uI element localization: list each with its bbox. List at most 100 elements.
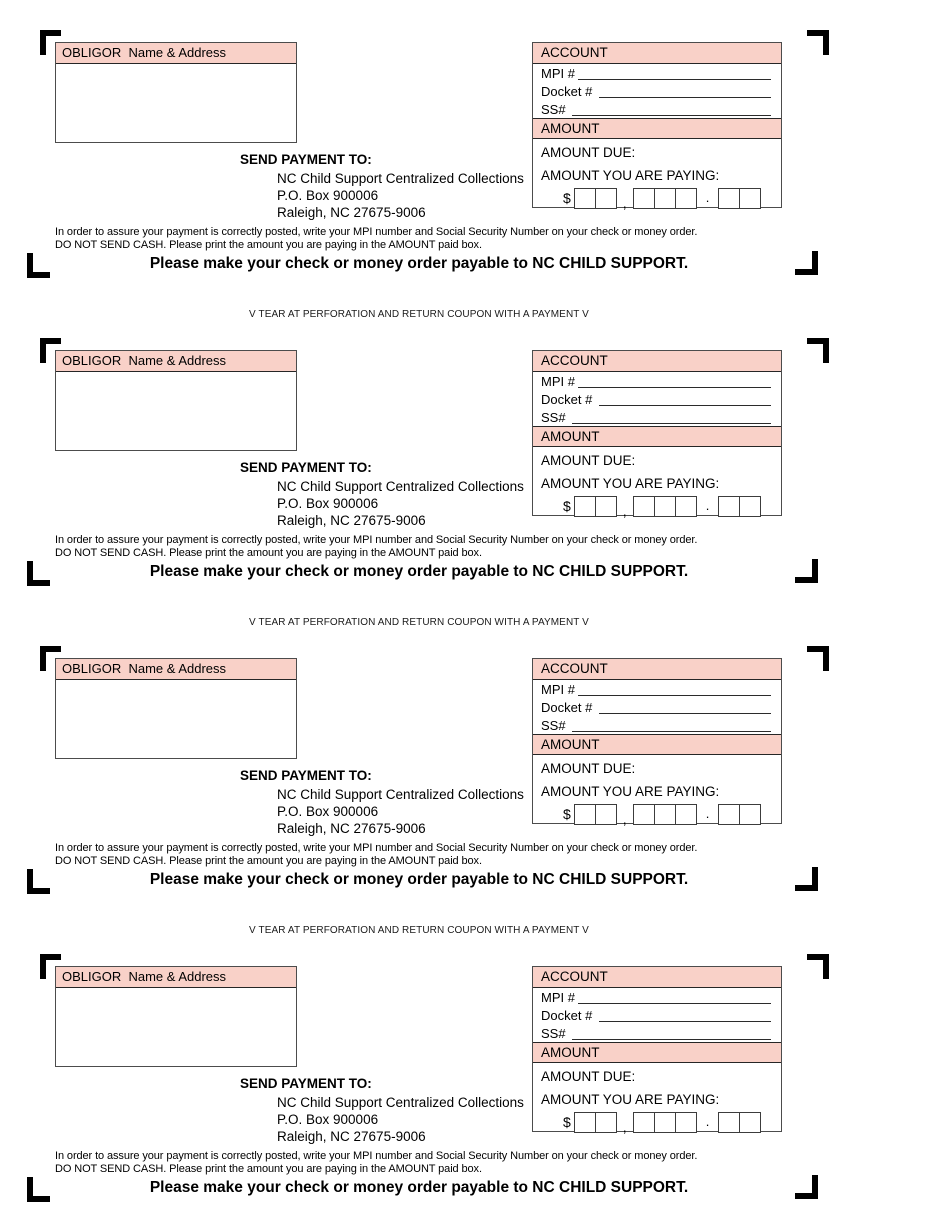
- amount-digit-cell[interactable]: [653, 1112, 676, 1133]
- ss-blank-line[interactable]: [572, 115, 771, 116]
- docket-blank-line[interactable]: [598, 713, 771, 714]
- amount-paying-label: AMOUNT YOU ARE PAYING:: [541, 476, 720, 491]
- docket-blank-line[interactable]: [598, 1021, 771, 1022]
- decimal-separator: .: [705, 806, 710, 821]
- amount-box-header: AMOUNT: [533, 1042, 781, 1063]
- amount-section: AMOUNT DUE: AMOUNT YOU ARE PAYING: $ , .: [533, 447, 781, 519]
- account-fields: MPI # Docket # SS#: [533, 64, 781, 118]
- amount-digit-cell[interactable]: [674, 188, 697, 209]
- obligor-address-entry-area[interactable]: [56, 64, 296, 143]
- amount-digit-cell[interactable]: [653, 188, 676, 209]
- payment-address: NC Child Support Centralized Collections…: [277, 786, 524, 837]
- amount-cells-cents: [718, 188, 762, 209]
- ss-blank-line[interactable]: [572, 423, 771, 424]
- payment-address-line-3: Raleigh, NC 27675-9006: [277, 513, 426, 528]
- fine-print: In order to assure your payment is corre…: [55, 226, 775, 251]
- field-row-docket: Docket #: [541, 390, 771, 408]
- field-row-ss: SS#: [541, 716, 771, 734]
- amount-digit-cell[interactable]: [718, 496, 741, 517]
- payment-address-line-1: NC Child Support Centralized Collections: [277, 787, 524, 802]
- coupon-list: OBLIGOR Name & Address ACCOUNT MPI # Doc…: [0, 30, 950, 1230]
- corner-crop-mark-top-left-icon: [40, 338, 61, 363]
- ss-label: SS#: [541, 410, 570, 425]
- amount-digit-cell[interactable]: [573, 1112, 596, 1133]
- payment-address-line-2: P.O. Box 900006: [277, 804, 379, 819]
- send-payment-heading: SEND PAYMENT TO:: [240, 152, 372, 167]
- payment-address-line-1: NC Child Support Centralized Collections: [277, 171, 524, 186]
- ss-label: SS#: [541, 102, 570, 117]
- amount-digit-cell[interactable]: [573, 804, 596, 825]
- amount-digit-cell[interactable]: [594, 188, 617, 209]
- amount-digit-cell[interactable]: [632, 1112, 655, 1133]
- field-row-docket: Docket #: [541, 1006, 771, 1024]
- amount-entry-row: $ , .: [541, 804, 775, 826]
- account-box-header: ACCOUNT: [533, 967, 781, 988]
- amount-digit-cell[interactable]: [653, 496, 676, 517]
- amount-digit-cell[interactable]: [674, 496, 697, 517]
- payment-coupon: OBLIGOR Name & Address ACCOUNT MPI # Doc…: [0, 30, 838, 338]
- amount-digit-cell[interactable]: [632, 188, 655, 209]
- corner-crop-mark-top-right-icon: [807, 646, 829, 671]
- mpi-blank-line[interactable]: [577, 79, 771, 80]
- amount-cells-units: [632, 1112, 697, 1133]
- amount-digit-cell[interactable]: [739, 496, 762, 517]
- thousands-separator: ,: [622, 503, 627, 519]
- amount-due-label: AMOUNT DUE:: [541, 453, 636, 468]
- amount-box-header: AMOUNT: [533, 118, 781, 139]
- send-payment-heading: SEND PAYMENT TO:: [240, 1076, 372, 1091]
- payment-address: NC Child Support Centralized Collections…: [277, 478, 524, 529]
- ss-blank-line[interactable]: [572, 1039, 771, 1040]
- send-payment-heading: SEND PAYMENT TO:: [240, 460, 372, 475]
- amount-digit-cell[interactable]: [674, 1112, 697, 1133]
- obligor-box-header: OBLIGOR Name & Address: [56, 659, 296, 680]
- amount-digit-cell[interactable]: [718, 804, 741, 825]
- docket-label: Docket #: [541, 84, 596, 99]
- fine-print: In order to assure your payment is corre…: [55, 842, 775, 867]
- mpi-blank-line[interactable]: [577, 387, 771, 388]
- amount-digit-cell[interactable]: [739, 188, 762, 209]
- obligor-address-entry-area[interactable]: [56, 988, 296, 1067]
- amount-digit-cell[interactable]: [718, 1112, 741, 1133]
- send-payment-block: SEND PAYMENT TO: NC Child Support Centra…: [240, 460, 524, 529]
- account-box: ACCOUNT MPI # Docket # SS# AMOUNT AMOUNT…: [532, 658, 782, 826]
- mpi-blank-line[interactable]: [577, 695, 771, 696]
- amount-digit-cell[interactable]: [573, 188, 596, 209]
- amount-digit-cell[interactable]: [739, 1112, 762, 1133]
- amount-paying-label: AMOUNT YOU ARE PAYING:: [541, 168, 720, 183]
- send-payment-heading: SEND PAYMENT TO:: [240, 768, 372, 783]
- thousands-separator: ,: [622, 195, 627, 211]
- amount-digit-cell[interactable]: [674, 804, 697, 825]
- send-payment-block: SEND PAYMENT TO: NC Child Support Centra…: [240, 768, 524, 837]
- obligor-box-header: OBLIGOR Name & Address: [56, 351, 296, 372]
- amount-section: AMOUNT DUE: AMOUNT YOU ARE PAYING: $ , .: [533, 1063, 781, 1134]
- amount-digit-cell[interactable]: [718, 188, 741, 209]
- docket-blank-line[interactable]: [598, 97, 771, 98]
- amount-digit-cell[interactable]: [739, 804, 762, 825]
- amount-digit-cell[interactable]: [653, 804, 676, 825]
- decimal-separator: .: [705, 190, 710, 205]
- amount-entry-row: $ , .: [541, 1112, 775, 1134]
- docket-blank-line[interactable]: [598, 405, 771, 406]
- ss-blank-line[interactable]: [572, 731, 771, 732]
- payment-address-line-2: P.O. Box 900006: [277, 1112, 379, 1127]
- payable-instruction: Please make your check or money order pa…: [149, 1179, 689, 1196]
- obligor-box-header: OBLIGOR Name & Address: [56, 967, 296, 988]
- corner-crop-mark-bottom-left-icon: [27, 869, 50, 894]
- mpi-blank-line[interactable]: [577, 1003, 771, 1004]
- amount-digit-cell[interactable]: [632, 804, 655, 825]
- field-row-ss: SS#: [541, 408, 771, 426]
- amount-digit-cell[interactable]: [573, 496, 596, 517]
- docket-label: Docket #: [541, 392, 596, 407]
- amount-digit-cell[interactable]: [632, 496, 655, 517]
- payable-instruction: Please make your check or money order pa…: [149, 871, 689, 888]
- amount-digit-cell[interactable]: [594, 1112, 617, 1133]
- field-row-ss: SS#: [541, 100, 771, 118]
- payment-coupon: OBLIGOR Name & Address ACCOUNT MPI # Doc…: [0, 646, 838, 954]
- amount-due-label: AMOUNT DUE:: [541, 761, 636, 776]
- obligor-address-entry-area[interactable]: [56, 372, 296, 451]
- dollar-sign: $: [563, 806, 571, 822]
- amount-digit-cell[interactable]: [594, 496, 617, 517]
- amount-entry-row: $ , .: [541, 496, 775, 519]
- amount-digit-cell[interactable]: [594, 804, 617, 825]
- obligor-address-entry-area[interactable]: [56, 680, 296, 759]
